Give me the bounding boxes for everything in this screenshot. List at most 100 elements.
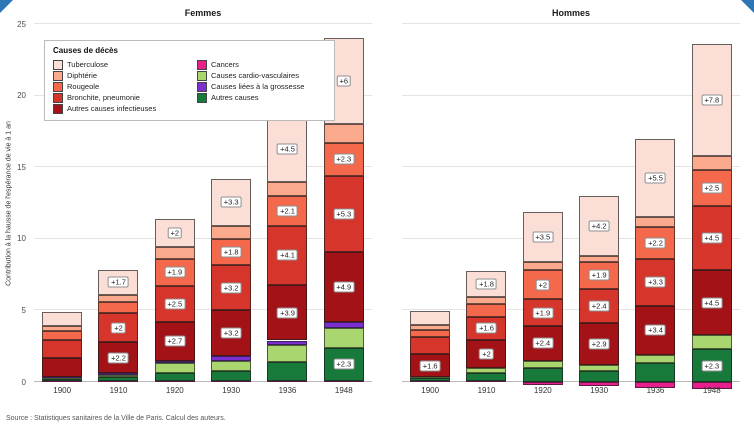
bar-femmes-1920: +2.7 +2.5 +1.9 +2 — [154, 24, 195, 382]
legend-label: Diphtérie — [67, 71, 98, 80]
legend-swatch-icon — [53, 59, 63, 70]
segment-causes-li-es-la-grossesse — [267, 340, 308, 345]
y-tick-label: 0 — [21, 377, 26, 387]
gridline — [34, 166, 372, 168]
x-tick-label: 1900 — [53, 386, 72, 395]
segment-autres-causes-infectieuses: +2 — [466, 339, 507, 369]
legend-label: Autres causes infectieuses — [67, 104, 157, 113]
segment-bronchite-pneumonie: +4.5 — [691, 205, 732, 271]
legend-swatch-icon — [197, 81, 207, 92]
segment-value-label: +2 — [535, 279, 551, 291]
segment-rougeole: +1.8 — [211, 238, 252, 265]
legend-item: Autres causes — [197, 92, 325, 103]
segment-bronchite-pneumonie: +1.6 — [466, 316, 507, 340]
segment-value-label: +7.8 — [701, 94, 723, 106]
segment-value-label: +2.4 — [532, 337, 554, 349]
segment-autres-causes — [98, 377, 139, 382]
segment-rougeole: +1.9 — [579, 261, 620, 289]
panel-title-hommes: Hommes — [551, 8, 590, 18]
segment-value-label: +5.5 — [645, 172, 666, 184]
bar-hommes-1930: +2.9 +2.4 +1.9 +4.2 — [579, 24, 620, 387]
legend-label: Rougeole — [67, 82, 100, 91]
segment-tuberculose: +3.5 — [522, 211, 563, 262]
segment-rougeole: +2 — [522, 270, 563, 299]
segment-autres-causes — [466, 372, 507, 382]
segment-value-label: +2.3 — [701, 360, 723, 372]
segment-causes-cardio-vasculaires — [323, 327, 364, 348]
y-tick-label: 25 — [17, 19, 26, 29]
segment-autres-causes — [635, 363, 676, 382]
bar-femmes-1910: +2.2 +2 +1.7 — [98, 24, 139, 382]
gridline — [34, 237, 372, 239]
segment-autres-causes — [42, 379, 83, 382]
x-tick-label: 1936 — [278, 386, 297, 395]
segment-value-label: +1.6 — [419, 360, 441, 372]
bar-slot: +2.2 +2 +1.7 — [90, 24, 146, 382]
source-note: Source : Statistiques sanitaires de la V… — [6, 415, 226, 422]
segment-dipht-rie — [466, 296, 507, 304]
y-axis-ticks: 0 5 10 15 20 25 — [4, 20, 28, 387]
segment-value-label: +2.3 — [333, 358, 355, 370]
segment-value-label: +2.1 — [277, 205, 298, 217]
segment-tuberculose: +4.5 — [267, 117, 308, 182]
segment-tuberculose: +1.7 — [98, 270, 139, 295]
gridline — [402, 166, 740, 168]
x-tick-label: 1936 — [646, 386, 665, 395]
segment-causes-cardio-vasculaires — [466, 368, 507, 373]
gridline — [402, 309, 740, 311]
segment-tuberculose — [42, 311, 83, 327]
legend-column-1: Tuberculose Diphtérie Rougeole Bronchite, p… — [53, 59, 181, 114]
segment-value-label: +2.9 — [588, 338, 610, 350]
legend-swatch-icon — [53, 70, 63, 81]
segment-dipht-rie — [267, 181, 308, 196]
legend-swatch-icon — [53, 81, 63, 92]
segment-autres-causes — [211, 370, 252, 381]
x-axis-femmes: 1900 1910 1920 1930 1936 1948 — [34, 386, 372, 395]
bar-femmes-1936: +3.9 +4.1 +2.1 +4.5 — [267, 24, 308, 382]
segment-causes-cardio-vasculaires — [211, 360, 252, 371]
bar-femmes-1930: +3.2 +3.2 +1.8 +3.3 — [211, 24, 252, 382]
bar-slot: +3.4 +3.3 +2.2 +5.5 — [627, 24, 683, 388]
bar-area: +2.2 +2 +1.7 +2.7 +2.5 +1.9 +2 +3.2 +3.2 +1.8 +3.3… — [34, 24, 372, 382]
bar-slot: +2.3 +4.9 +5.3 +2.3 +6 — [316, 24, 372, 382]
legend-label: Autres causes — [211, 93, 259, 102]
segment-autres-causes — [154, 373, 195, 381]
segment-tuberculose: +4.2 — [579, 195, 620, 256]
segment-causes-cardio-vasculaires — [267, 344, 308, 362]
legend-item: Diphtérie — [53, 70, 181, 81]
segment-causes-li-es-la-grossesse — [211, 356, 252, 361]
segment-value-label: +1.9 — [588, 269, 610, 281]
segment-autres-causes-infectieuses: +2.9 — [579, 323, 620, 365]
segment-autres-causes-infectieuses: +1.6 — [410, 354, 451, 377]
bar-slot: +2.3 +4.5 +4.5 +2.5 +7.8 — [684, 24, 740, 390]
legend-swatch-icon — [53, 103, 63, 114]
legend-label: Causes liées à la grossesse — [211, 82, 305, 91]
legend-column-2: Cancers Causes cardio-vasculaires Causes l… — [197, 59, 325, 114]
bar-slot — [34, 24, 90, 382]
segment-bronchite-pneumonie: +1.9 — [522, 298, 563, 327]
segment-causes-li-es-la-grossesse — [323, 321, 364, 328]
bar-slot: +3.2 +3.2 +1.8 +3.3 — [203, 24, 259, 382]
gridline — [402, 23, 740, 24]
x-tick-label: 1900 — [421, 386, 440, 395]
segment-bronchite-pneumonie: +2 — [98, 313, 139, 342]
segment-dipht-rie — [98, 294, 139, 302]
segment-tuberculose: +5.5 — [635, 138, 676, 218]
segment-bronchite-pneumonie: +3.3 — [635, 258, 676, 307]
segment-value-label: +4.2 — [588, 220, 610, 232]
segment-causes-cardio-vasculaires — [579, 364, 620, 371]
segment-causes-cardio-vasculaires — [154, 363, 195, 374]
segment-tuberculose: +2 — [154, 218, 195, 248]
segment-dipht-rie — [323, 124, 364, 143]
segment-value-label: +2.3 — [333, 153, 355, 165]
segment-value-label: +4.1 — [277, 249, 298, 261]
segment-cancers — [635, 382, 676, 388]
segment-rougeole: +1.9 — [154, 258, 195, 287]
x-tick-label: 1920 — [165, 386, 184, 395]
segment-value-label: +5.3 — [333, 208, 355, 220]
segment-rougeole — [42, 331, 83, 340]
segment-autres-causes-infectieuses — [42, 358, 83, 377]
segment-cancers — [579, 382, 620, 387]
segment-autres-causes-infectieuses: +3.4 — [635, 306, 676, 355]
